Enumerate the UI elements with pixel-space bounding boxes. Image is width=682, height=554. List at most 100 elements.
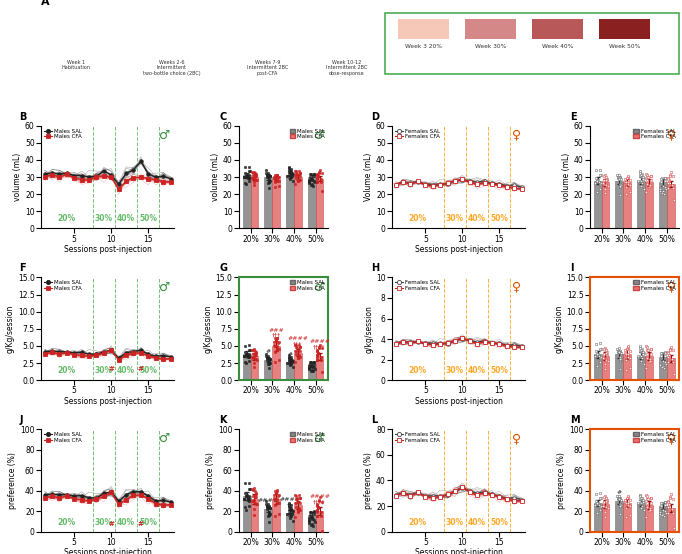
Point xyxy=(283,502,294,511)
Point xyxy=(655,359,666,368)
Legend: Females SAL, Females CFA: Females SAL, Females CFA xyxy=(634,280,676,291)
Point xyxy=(303,514,314,523)
Point xyxy=(244,485,255,494)
Text: 40%: 40% xyxy=(468,214,486,223)
Point xyxy=(303,363,314,372)
Point xyxy=(250,175,261,184)
Point xyxy=(263,510,274,519)
Point xyxy=(263,352,273,361)
Point xyxy=(613,173,624,182)
Bar xyxy=(532,19,583,39)
Text: 50%: 50% xyxy=(139,366,158,375)
Point xyxy=(306,170,316,178)
Point xyxy=(282,358,293,367)
Point xyxy=(289,180,300,189)
Point xyxy=(286,171,297,180)
Point xyxy=(243,356,254,365)
Point xyxy=(641,342,652,351)
Point xyxy=(251,490,262,499)
Point xyxy=(284,171,295,179)
Text: ♂: ♂ xyxy=(314,280,325,294)
Point xyxy=(659,497,670,506)
Point xyxy=(251,350,262,359)
Point xyxy=(263,503,273,512)
Text: Weeks 7-9
Intermittent 2BC
post-CFA: Weeks 7-9 Intermittent 2BC post-CFA xyxy=(247,60,288,76)
Y-axis label: preference (%): preference (%) xyxy=(206,452,215,509)
Point xyxy=(633,351,644,360)
Point xyxy=(594,178,605,187)
Point xyxy=(261,503,272,512)
Point xyxy=(638,349,649,358)
Point xyxy=(284,509,295,517)
Point xyxy=(309,364,320,373)
Point xyxy=(597,353,608,362)
Point xyxy=(591,496,602,505)
Point xyxy=(286,168,297,177)
Y-axis label: Volume (mL): Volume (mL) xyxy=(364,153,373,201)
Point xyxy=(642,346,653,355)
Point xyxy=(312,500,323,509)
Point xyxy=(313,503,324,512)
Point xyxy=(599,353,610,362)
Point xyxy=(614,346,625,355)
Point xyxy=(246,173,257,182)
Point xyxy=(591,489,602,498)
Point xyxy=(287,357,298,366)
Point xyxy=(663,500,674,509)
Point xyxy=(665,494,676,502)
Point xyxy=(304,364,315,373)
Point xyxy=(273,182,284,191)
Point xyxy=(304,170,315,179)
Point xyxy=(291,171,301,180)
Point xyxy=(599,188,610,197)
Point xyxy=(250,169,261,178)
Point xyxy=(313,172,324,181)
Point xyxy=(636,501,647,510)
Point xyxy=(291,343,302,352)
Point xyxy=(612,347,623,356)
Point xyxy=(642,499,653,507)
Point xyxy=(655,349,666,358)
Point xyxy=(659,183,670,192)
Point xyxy=(599,493,610,501)
Point xyxy=(663,501,674,510)
Point xyxy=(602,504,613,513)
Text: ♀: ♀ xyxy=(512,129,521,142)
Point xyxy=(269,171,280,179)
Point xyxy=(638,506,649,515)
Point xyxy=(657,510,668,519)
Point xyxy=(290,491,301,500)
Bar xyxy=(594,503,602,532)
Point xyxy=(243,485,254,494)
Point xyxy=(595,506,606,515)
Point xyxy=(295,494,306,502)
X-axis label: Sessions post-injection: Sessions post-injection xyxy=(63,548,151,554)
Point xyxy=(598,349,609,358)
Point xyxy=(271,334,282,343)
Point xyxy=(612,495,623,504)
Point xyxy=(287,507,298,516)
Point xyxy=(615,353,626,362)
Point xyxy=(251,170,262,179)
Point xyxy=(622,493,633,501)
Point xyxy=(317,187,328,196)
Point xyxy=(312,501,323,510)
Point xyxy=(312,173,323,182)
Point xyxy=(269,334,280,343)
Text: Week 40%: Week 40% xyxy=(542,44,573,49)
Point xyxy=(290,168,301,177)
Legend: Females SAL, Females CFA: Females SAL, Females CFA xyxy=(634,129,676,140)
Bar xyxy=(286,514,294,532)
Text: ♀: ♀ xyxy=(512,432,521,445)
Point xyxy=(664,500,674,509)
Point xyxy=(244,495,255,504)
Point xyxy=(623,502,634,511)
Point xyxy=(272,499,283,507)
Point xyxy=(250,499,261,507)
Point xyxy=(615,179,626,188)
Point xyxy=(241,491,252,500)
Point xyxy=(612,344,623,353)
Text: #: # xyxy=(617,490,622,495)
Point xyxy=(269,175,280,183)
Point xyxy=(269,347,280,356)
